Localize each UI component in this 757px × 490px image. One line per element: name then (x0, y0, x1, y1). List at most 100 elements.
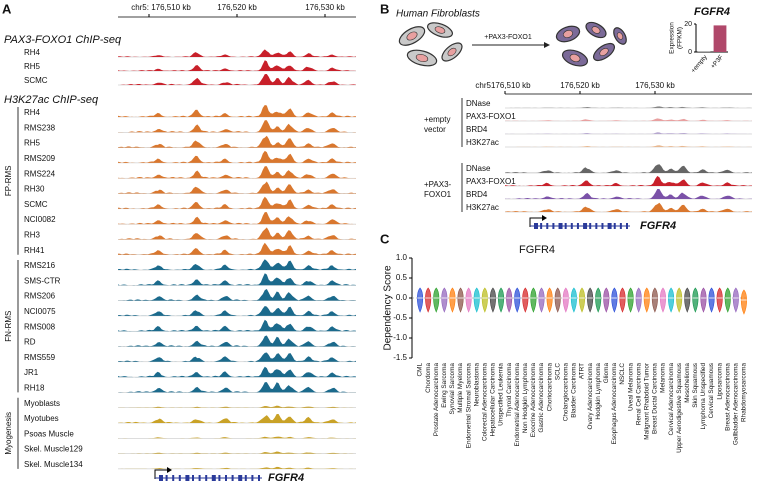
track-label: DNase (466, 99, 491, 108)
tss-arrow (154, 469, 167, 479)
signal-track (118, 382, 356, 393)
track-label: Myoblasts (24, 399, 60, 408)
coord-label: 176,530 kb (305, 3, 345, 12)
signal-track (118, 135, 356, 148)
track-label: RH30 (24, 185, 45, 194)
x-tick-label: Ovary Adenocarcinoma (587, 363, 594, 430)
violin (595, 287, 602, 313)
group-label: Myogenesis (4, 412, 13, 455)
panel-letter: C (380, 231, 390, 246)
violin (473, 287, 480, 313)
violin (643, 287, 650, 313)
signal-track (118, 120, 356, 133)
signal-track (118, 273, 356, 286)
signal-track (118, 105, 356, 117)
signal-track (505, 189, 752, 199)
nucleus (447, 47, 457, 57)
exon (218, 475, 221, 481)
signal-track (118, 319, 356, 332)
violin (692, 287, 699, 313)
condition-label: +PAX3- (424, 180, 452, 189)
bar (697, 51, 711, 52)
x-tick-label: Breast Ductal Carcinoma (652, 363, 659, 434)
track-label: Skel. Muscle134 (24, 460, 83, 469)
violin (562, 287, 569, 313)
panel-letter: A (2, 1, 12, 16)
signal-track (118, 196, 356, 209)
signal-track (118, 227, 356, 240)
y-tick-label: -1.5 (393, 353, 407, 362)
group-label: FP-RMS (4, 166, 13, 197)
violin (619, 287, 626, 313)
y-axis-label: (FPKM) (677, 27, 684, 49)
signal-track (118, 466, 356, 469)
x-tick-label: Renal Cell Carcinoma (635, 363, 642, 426)
track-label: BRD4 (466, 190, 488, 199)
condition-label: FOXO1 (424, 190, 452, 199)
track-label: RH3 (24, 231, 41, 240)
signal-track (118, 259, 356, 270)
exon (258, 475, 260, 481)
x-tick-label: Non Hodgkin Lymphoma (522, 363, 529, 434)
y-tick-label: 0 (688, 49, 692, 56)
signal-track (505, 164, 752, 173)
x-tick-label: Prostate Adenocarcinoma (433, 363, 440, 437)
x-tick-label: Breast Adenocarcinoma (724, 363, 731, 431)
x-tick-label: NSCLC (619, 363, 626, 385)
signal-track (118, 436, 356, 439)
x-tick-label: Cervical Adenocarcinoma (668, 363, 675, 436)
violin (740, 289, 747, 315)
violin (465, 287, 472, 313)
coord-label: chr5176,510 kb (475, 81, 531, 90)
signal-track (118, 352, 356, 362)
track-label: RH4 (24, 108, 41, 117)
track-label: RH4 (24, 48, 41, 57)
track-label: RMS008 (24, 322, 56, 331)
exon (583, 223, 588, 229)
x-tick-label: Choriocarcinoma (546, 363, 553, 412)
nucleus (616, 32, 624, 40)
track-label: Myotubes (24, 414, 59, 423)
exon (205, 475, 208, 481)
signal-track (118, 60, 356, 71)
exon (576, 223, 579, 229)
chart-title: FGFR4 (694, 6, 730, 18)
x-tick-label: Malignant Rhabdoid Tumor (643, 362, 650, 440)
violin (522, 287, 529, 313)
violin (449, 287, 456, 313)
exon (607, 223, 612, 229)
violin (587, 287, 594, 313)
chart-title: FGFR4 (519, 244, 555, 256)
x-tick-label: Cervical Squamous (708, 363, 715, 418)
exon (540, 223, 543, 229)
track-label: RMS209 (24, 154, 56, 163)
violin (708, 287, 715, 313)
signal-track (505, 118, 752, 121)
violin (611, 287, 618, 313)
exon (225, 475, 227, 481)
violin (659, 287, 667, 313)
violin (425, 287, 432, 313)
signal-track (505, 132, 752, 134)
track-label: RMS559 (24, 353, 56, 362)
x-tick-label: Colorectal Adenocarcinoma (482, 363, 489, 442)
bar (713, 25, 727, 52)
signal-track (118, 289, 356, 301)
violin (700, 287, 707, 313)
exon (558, 223, 563, 229)
x-tick-label: Lymphoma Unspecified (700, 363, 707, 430)
signal-track (118, 181, 356, 194)
x-tick-label: Upper Aerodigestive Squamous (676, 363, 683, 453)
x-tick-label: Neuroblastoma (473, 363, 480, 407)
track-label: RH18 (24, 384, 45, 393)
x-tick-label: Unspecified Leukemia (498, 363, 505, 426)
exon (552, 223, 555, 229)
x-tick-label: CML (417, 363, 424, 377)
treatment-label: +PAX3-FOXO1 (484, 34, 532, 41)
violin (554, 287, 561, 313)
x-tick-label: Uveal Melanoma (627, 363, 634, 411)
exon (178, 475, 181, 481)
violin (676, 287, 683, 313)
track-label: PAX3-FOXO1 (466, 177, 516, 186)
y-tick-label: 1.0 (396, 253, 408, 262)
